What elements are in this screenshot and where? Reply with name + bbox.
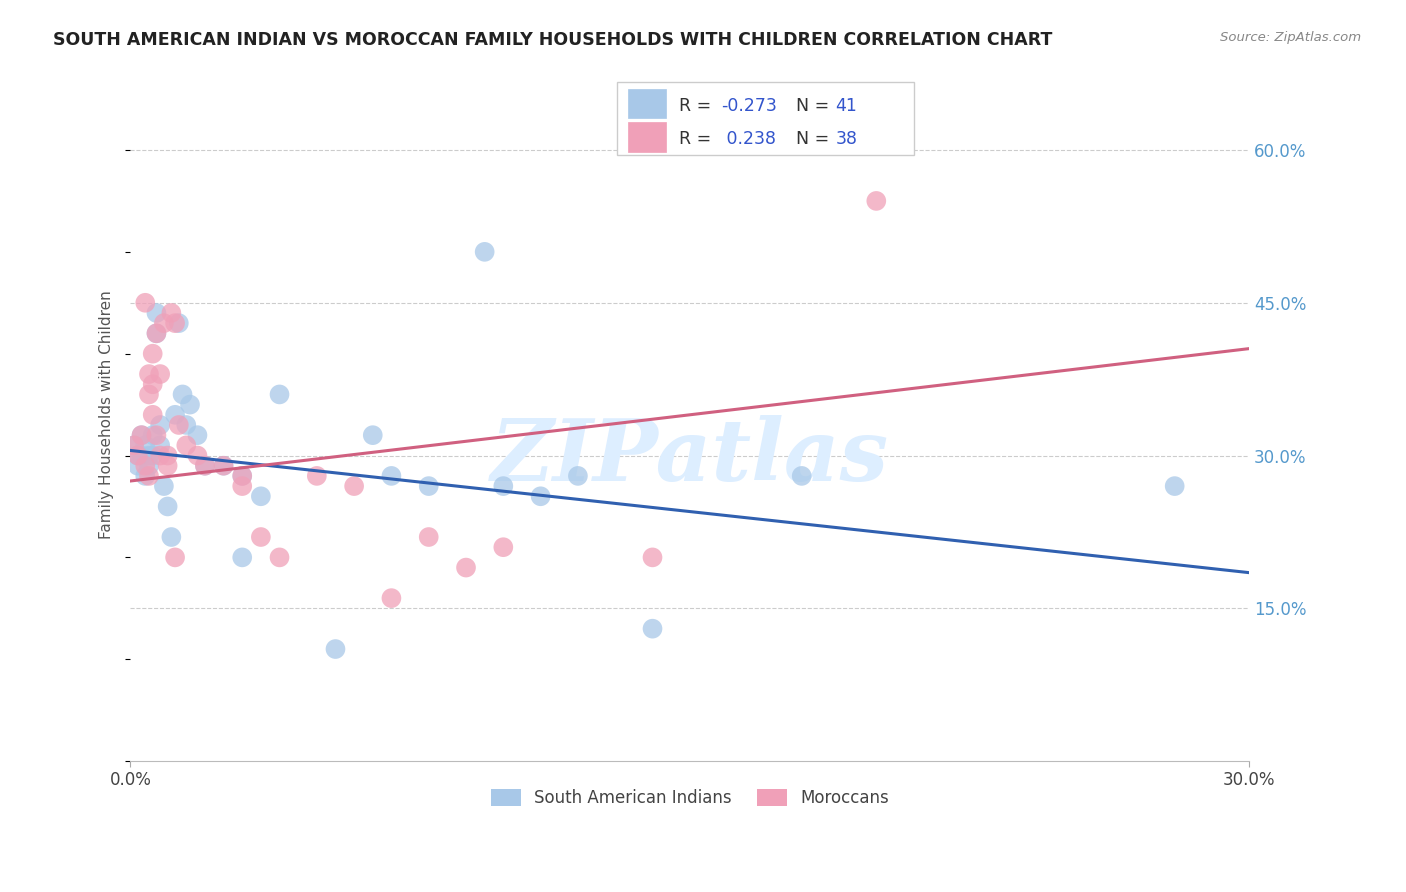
Text: R =: R = bbox=[679, 96, 717, 115]
Point bbox=[131, 428, 153, 442]
Point bbox=[418, 479, 440, 493]
Point bbox=[194, 458, 217, 473]
Point bbox=[134, 295, 156, 310]
Text: 0.238: 0.238 bbox=[721, 130, 776, 148]
FancyBboxPatch shape bbox=[628, 89, 666, 118]
Point bbox=[343, 479, 366, 493]
Text: 41: 41 bbox=[835, 96, 858, 115]
Point bbox=[142, 377, 165, 392]
Point bbox=[142, 347, 165, 361]
Point bbox=[138, 449, 160, 463]
Point bbox=[142, 428, 165, 442]
Point bbox=[269, 387, 291, 401]
Point bbox=[492, 540, 515, 554]
Point bbox=[127, 449, 149, 463]
Point bbox=[165, 408, 187, 422]
Text: -0.273: -0.273 bbox=[721, 96, 778, 115]
Point bbox=[145, 428, 167, 442]
Point bbox=[156, 458, 179, 473]
Point bbox=[160, 306, 183, 320]
Point bbox=[138, 367, 160, 381]
Text: N =: N = bbox=[796, 96, 835, 115]
Point bbox=[131, 428, 153, 442]
Point bbox=[418, 530, 440, 544]
Y-axis label: Family Households with Children: Family Households with Children bbox=[100, 291, 114, 539]
Text: N =: N = bbox=[796, 130, 835, 148]
Point bbox=[305, 469, 328, 483]
Point bbox=[250, 489, 273, 503]
Point bbox=[134, 458, 156, 473]
Point bbox=[194, 458, 217, 473]
Point bbox=[174, 438, 197, 452]
Point bbox=[172, 387, 194, 401]
Point bbox=[174, 417, 197, 432]
Point bbox=[474, 244, 496, 259]
Point bbox=[167, 417, 190, 432]
Point bbox=[231, 469, 253, 483]
Point bbox=[127, 449, 149, 463]
Point bbox=[641, 622, 664, 636]
Point bbox=[361, 428, 384, 442]
Point bbox=[145, 326, 167, 341]
Point bbox=[153, 316, 176, 330]
Point bbox=[138, 458, 160, 473]
Point bbox=[149, 367, 172, 381]
Point bbox=[149, 438, 172, 452]
Point bbox=[134, 469, 156, 483]
Point bbox=[186, 428, 208, 442]
Text: Source: ZipAtlas.com: Source: ZipAtlas.com bbox=[1220, 31, 1361, 45]
Point bbox=[149, 449, 172, 463]
Point bbox=[641, 550, 664, 565]
FancyBboxPatch shape bbox=[628, 122, 666, 152]
Point bbox=[567, 469, 589, 483]
Point bbox=[231, 550, 253, 565]
Point bbox=[145, 306, 167, 320]
Point bbox=[138, 387, 160, 401]
Point bbox=[231, 469, 253, 483]
Point bbox=[122, 438, 145, 452]
Text: ZIPatlas: ZIPatlas bbox=[491, 415, 889, 498]
Point bbox=[122, 438, 145, 452]
Text: 38: 38 bbox=[835, 130, 858, 148]
Point bbox=[138, 469, 160, 483]
Text: R =: R = bbox=[679, 130, 717, 148]
Point bbox=[179, 398, 201, 412]
Point bbox=[153, 479, 176, 493]
Point bbox=[1163, 479, 1185, 493]
Point bbox=[142, 408, 165, 422]
Text: SOUTH AMERICAN INDIAN VS MOROCCAN FAMILY HOUSEHOLDS WITH CHILDREN CORRELATION CH: SOUTH AMERICAN INDIAN VS MOROCCAN FAMILY… bbox=[53, 31, 1053, 49]
Legend: South American Indians, Moroccans: South American Indians, Moroccans bbox=[482, 780, 897, 815]
Point bbox=[231, 479, 253, 493]
Point bbox=[865, 194, 887, 208]
Point bbox=[134, 438, 156, 452]
Point bbox=[156, 449, 179, 463]
Point bbox=[250, 530, 273, 544]
Point bbox=[212, 458, 235, 473]
Point bbox=[380, 591, 402, 606]
FancyBboxPatch shape bbox=[617, 82, 914, 155]
Point bbox=[160, 530, 183, 544]
Point bbox=[380, 469, 402, 483]
Point bbox=[165, 316, 187, 330]
Point bbox=[186, 449, 208, 463]
Point bbox=[790, 469, 813, 483]
Point bbox=[127, 458, 149, 473]
Point bbox=[142, 449, 165, 463]
Point bbox=[149, 417, 172, 432]
Point bbox=[165, 550, 187, 565]
Point bbox=[530, 489, 553, 503]
Point bbox=[156, 500, 179, 514]
Point bbox=[325, 642, 347, 657]
Point bbox=[145, 326, 167, 341]
Point bbox=[167, 316, 190, 330]
Point bbox=[454, 560, 477, 574]
Point bbox=[269, 550, 291, 565]
Point bbox=[492, 479, 515, 493]
Point bbox=[131, 449, 153, 463]
Point bbox=[212, 458, 235, 473]
